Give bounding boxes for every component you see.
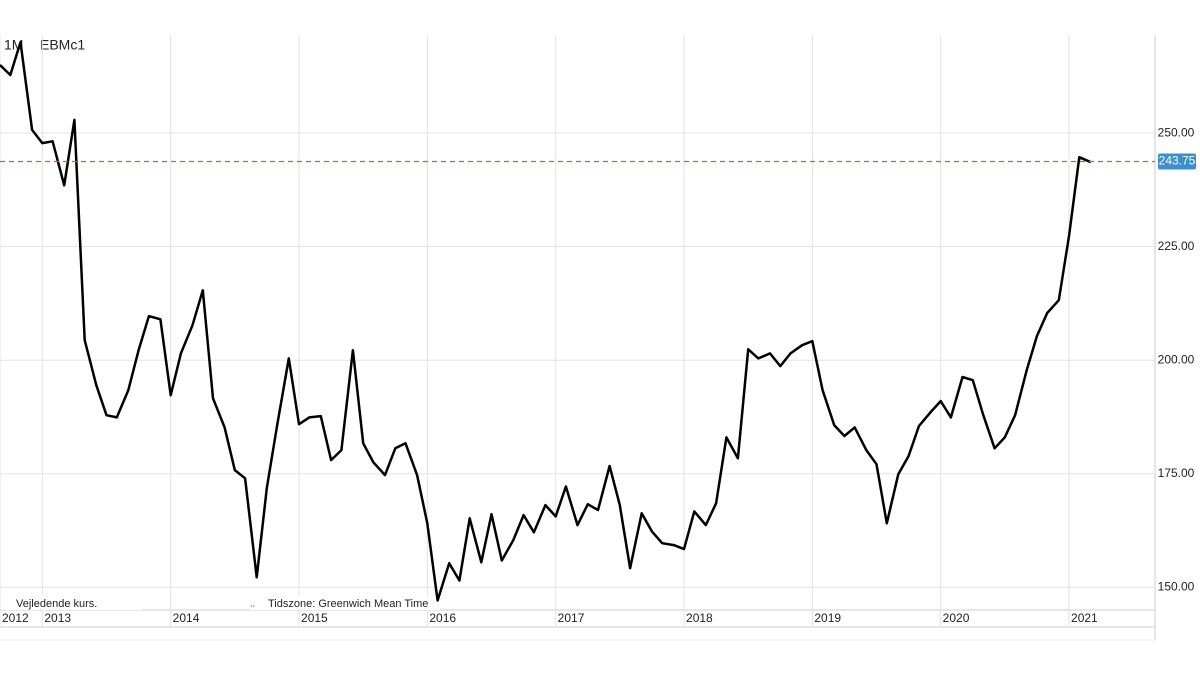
footer-note: Vejledende kurs. [16,598,97,610]
last-price-label: 243.75 [1159,154,1196,168]
x-tick-label: 2016 [429,611,456,625]
price-line [0,41,1092,602]
x-tick-label: 2017 [558,611,585,625]
footer-bg [2,596,142,610]
x-tick-label: 2015 [301,611,328,625]
footer-bg [250,596,440,610]
last-price-badge [1158,153,1196,170]
y-tick-label: 175.00 [1158,466,1195,480]
footer-timezone: Tidszone: Greenwich Mean Time [268,598,428,610]
symbol-label: EBMc1 [40,37,85,53]
x-tick-label: 2014 [173,611,200,625]
footer-sep: .. [250,598,255,608]
y-tick-label: 150.00 [1158,579,1195,593]
x-tick-label: 2012 [2,611,29,625]
x-tick-label: 2021 [1071,611,1098,625]
y-tick-label: 250.00 [1158,125,1195,139]
x-tick-label: 2020 [943,611,970,625]
y-tick-label: 200.00 [1158,352,1195,366]
x-tick-label: 2018 [686,611,713,625]
x-tick-label: 2013 [44,611,71,625]
x-tick-label: 2019 [814,611,841,625]
y-tick-label: 225.00 [1158,239,1195,253]
